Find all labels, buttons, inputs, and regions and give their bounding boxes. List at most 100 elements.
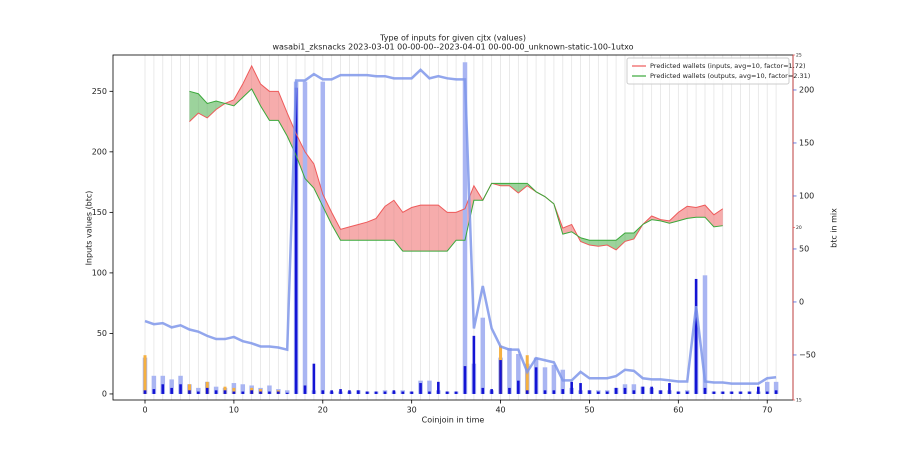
bar	[428, 391, 431, 394]
fill-between	[376, 206, 385, 241]
bar	[339, 389, 342, 394]
fill-between	[385, 200, 394, 241]
bar	[383, 391, 387, 394]
bar	[330, 390, 333, 394]
bar	[631, 384, 637, 394]
bar	[721, 391, 725, 394]
x-tick-label: 10	[229, 406, 239, 415]
fill-between	[207, 101, 217, 118]
x-axis-label: Coinjoin in time	[422, 416, 485, 425]
bar	[480, 317, 486, 394]
fill-between	[331, 212, 341, 241]
x-tick-label: 40	[495, 406, 505, 415]
line	[189, 64, 724, 251]
line	[144, 68, 777, 385]
fill-between	[393, 200, 403, 252]
fill-between	[233, 84, 243, 106]
bar	[285, 392, 289, 394]
bar	[214, 390, 218, 394]
bar	[516, 354, 521, 394]
fill-between	[411, 205, 421, 252]
bar	[659, 390, 662, 394]
bar	[543, 390, 547, 394]
y2-tick-label: 100	[799, 191, 814, 200]
bar	[259, 391, 262, 394]
y2-tick-label: −50	[799, 350, 816, 359]
y-tick-label: 150	[92, 208, 107, 217]
bar	[284, 390, 290, 394]
line	[189, 88, 723, 252]
bar	[702, 275, 708, 394]
fill-between	[438, 205, 448, 252]
fill-between	[687, 206, 697, 219]
bar	[579, 383, 582, 394]
bar	[143, 355, 147, 394]
y-tick-label: 50	[97, 329, 107, 338]
bar	[534, 367, 538, 394]
x-tick-label: 50	[584, 406, 594, 415]
fill-between	[242, 65, 252, 98]
bar	[179, 384, 182, 394]
bar	[774, 390, 778, 394]
bar	[321, 390, 325, 394]
fill-between	[260, 84, 270, 121]
bar	[277, 391, 280, 394]
bar	[223, 390, 227, 394]
bar	[205, 381, 209, 394]
fill-between	[580, 237, 590, 246]
fill-between	[251, 65, 261, 106]
bar	[764, 381, 770, 394]
bar	[161, 384, 165, 394]
bar	[499, 360, 502, 394]
y2-tick-label: 0	[799, 297, 804, 306]
bar	[694, 278, 698, 394]
bar	[650, 386, 653, 394]
y-tick-label: 100	[92, 268, 107, 277]
bar	[241, 391, 245, 394]
bar	[267, 385, 272, 394]
bar	[773, 381, 779, 394]
fill-between	[705, 205, 714, 227]
bar	[462, 62, 468, 394]
bar	[392, 390, 396, 394]
fill-between	[589, 240, 599, 247]
bar	[357, 390, 360, 394]
bar	[303, 385, 307, 394]
bar	[401, 391, 405, 394]
bar	[427, 380, 432, 394]
legend-label: Predicted wallets (outputs, avg=10, fact…	[650, 72, 810, 80]
fill-between	[429, 205, 439, 252]
fill-between	[349, 224, 359, 241]
y-tick-label: 250	[92, 87, 107, 96]
bar	[445, 391, 449, 394]
chart-title: Type of inputs for given cjtx (values)	[379, 34, 526, 43]
bar	[614, 387, 618, 394]
fill-between	[198, 93, 208, 118]
bar	[187, 384, 191, 394]
bar	[419, 383, 422, 394]
bar	[605, 391, 609, 394]
fill-between	[225, 99, 234, 106]
bar	[552, 390, 556, 394]
bar	[454, 391, 458, 394]
bar	[748, 391, 751, 394]
bar	[685, 391, 689, 394]
bar	[542, 367, 548, 394]
bar	[232, 391, 236, 394]
fill-between	[500, 183, 510, 186]
bar	[232, 387, 236, 394]
bar	[525, 390, 529, 394]
x-tick-label: 0	[142, 406, 147, 415]
bar	[623, 387, 627, 394]
bar	[677, 391, 680, 394]
bar	[312, 363, 316, 394]
fill-between	[278, 91, 288, 137]
bar	[250, 390, 253, 394]
fill-between	[269, 91, 279, 121]
bar	[472, 335, 476, 394]
bar	[730, 391, 733, 394]
bar	[188, 390, 191, 394]
fill-between	[678, 206, 688, 221]
bar	[197, 391, 200, 394]
